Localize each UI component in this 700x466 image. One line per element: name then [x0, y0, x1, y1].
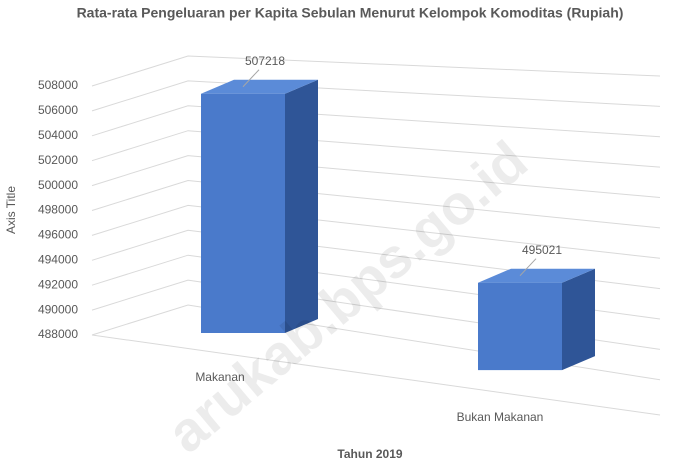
bar-front — [201, 93, 285, 333]
bar-top — [201, 79, 318, 94]
y-tick-label: 502000 — [38, 153, 78, 167]
leader-line — [242, 69, 260, 88]
grid-line — [91, 105, 661, 138]
y-tick-label: 498000 — [38, 203, 78, 217]
chart-title: Rata-rata Pengeluaran per Kapita Sebulan… — [77, 5, 624, 21]
bar-top — [478, 268, 595, 283]
bar-side — [285, 79, 318, 333]
bar — [478, 268, 595, 371]
y-tick-label: 496000 — [38, 228, 78, 242]
leader-line — [519, 258, 537, 277]
y-axis-title: Axis Title — [4, 186, 18, 234]
grid-line — [91, 130, 661, 168]
grid-line — [91, 179, 661, 229]
grid-line — [91, 229, 661, 290]
y-tick-label: 500000 — [38, 178, 78, 192]
x-tick-label: Bukan Makanan — [457, 410, 544, 424]
y-tick-label: 492000 — [38, 277, 78, 291]
grid-line — [91, 155, 661, 199]
y-tick-label: 494000 — [38, 252, 78, 266]
x-tick-label: Makanan — [195, 370, 244, 384]
y-tick-label: 508000 — [38, 78, 78, 92]
data-label: 495021 — [522, 243, 562, 257]
bar — [201, 79, 318, 333]
y-tick-label: 504000 — [38, 128, 78, 142]
bar-side — [562, 268, 595, 371]
grid-line — [91, 80, 661, 112]
bar-front — [478, 282, 562, 371]
floor-edge — [91, 334, 661, 416]
x-axis-title: Tahun 2019 — [337, 447, 402, 461]
grid-line — [91, 204, 661, 259]
grid-line — [91, 55, 661, 87]
y-tick-label: 488000 — [38, 327, 78, 341]
y-tick-label: 490000 — [38, 302, 78, 316]
data-label: 507218 — [245, 54, 285, 68]
y-tick-label: 506000 — [38, 103, 78, 117]
